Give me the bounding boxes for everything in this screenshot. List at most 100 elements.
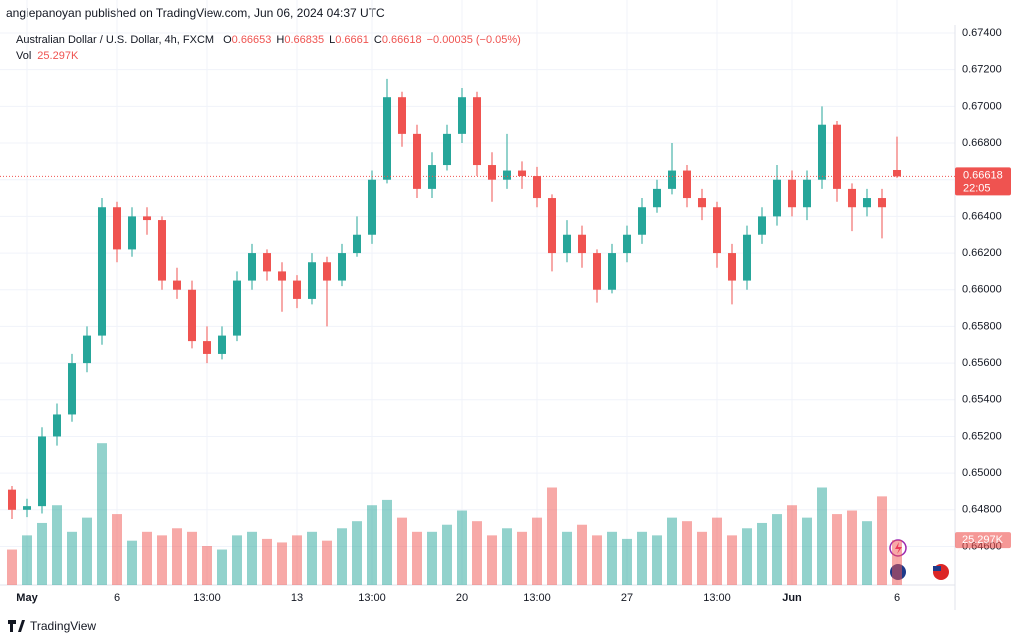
grid bbox=[0, 0, 955, 585]
candle-body bbox=[233, 280, 241, 336]
volume-bar bbox=[292, 535, 302, 585]
candle-body bbox=[788, 179, 796, 208]
volume-tag bbox=[955, 532, 1011, 549]
candle-body bbox=[743, 234, 751, 281]
volume-bar bbox=[22, 535, 32, 585]
candle-body bbox=[488, 165, 496, 180]
volume-tag-label: 25.297K bbox=[962, 534, 1004, 546]
price-tag bbox=[955, 167, 1011, 196]
volume-value: 25.297K bbox=[37, 50, 79, 62]
volume-bar bbox=[187, 531, 197, 585]
x-tick-label: 6 bbox=[894, 592, 900, 604]
candle-body bbox=[368, 179, 376, 235]
byline: angiepanoyan published on TradingView.co… bbox=[6, 6, 385, 20]
volume-bar bbox=[742, 528, 752, 585]
candle-body bbox=[758, 216, 766, 235]
volume-bar bbox=[157, 535, 167, 585]
volume-bar bbox=[7, 549, 17, 585]
ohlc-letter: H bbox=[276, 34, 284, 46]
candle-body bbox=[548, 198, 556, 254]
candle-body bbox=[293, 280, 301, 299]
candle-body bbox=[128, 216, 136, 250]
volume-bar bbox=[172, 528, 182, 585]
volume-bar bbox=[52, 505, 62, 585]
x-tick-label: 13 bbox=[291, 592, 303, 604]
candle-body bbox=[278, 271, 286, 281]
y-tick-label: 0.64800 bbox=[962, 504, 1002, 516]
candle-body bbox=[728, 253, 736, 281]
brand: TradingView bbox=[30, 619, 96, 633]
volume-bar bbox=[787, 505, 797, 585]
x-tick-label: Jun bbox=[782, 592, 802, 604]
volume-bar bbox=[577, 524, 587, 585]
volume-bar bbox=[277, 542, 287, 585]
volume-bar bbox=[727, 535, 737, 585]
volume-bar bbox=[667, 517, 677, 585]
candle-body bbox=[593, 253, 601, 290]
volume-bar bbox=[802, 517, 812, 585]
price-tag-label: 0.66618 bbox=[963, 169, 1003, 181]
candle-body bbox=[413, 133, 421, 189]
ohlc-letter: L bbox=[329, 34, 335, 46]
volume-bar bbox=[127, 540, 137, 585]
candle-body bbox=[38, 436, 46, 507]
volume-bar bbox=[97, 443, 107, 585]
volume-bar bbox=[337, 528, 347, 585]
candle-body bbox=[473, 97, 481, 166]
volume-bar bbox=[532, 517, 542, 585]
volume-bar bbox=[637, 531, 647, 585]
candle-body bbox=[308, 262, 316, 299]
volume-bar bbox=[82, 517, 92, 585]
volume-bar bbox=[652, 535, 662, 585]
volume-bar bbox=[502, 528, 512, 585]
candle-body bbox=[638, 207, 646, 235]
volume-bar bbox=[877, 496, 887, 585]
candle-body bbox=[818, 124, 826, 180]
tv-logo: TradingView bbox=[8, 619, 96, 633]
volume-bar bbox=[112, 514, 122, 585]
candle-body bbox=[398, 97, 406, 134]
volume-bar bbox=[832, 514, 842, 585]
volume-bar bbox=[412, 531, 422, 585]
candle-body bbox=[143, 216, 151, 221]
volume-bar bbox=[307, 531, 317, 585]
volume-bar bbox=[817, 487, 827, 585]
candle-body bbox=[248, 253, 256, 281]
volume-bar bbox=[457, 510, 467, 585]
symbol-name: Australian Dollar / U.S. Dollar, 4h, FXC… bbox=[16, 34, 214, 46]
volume-bar bbox=[622, 538, 632, 585]
volume-bar bbox=[757, 522, 767, 585]
volume-bar bbox=[262, 538, 272, 585]
candle-body bbox=[98, 207, 106, 336]
volume-bar bbox=[37, 522, 47, 585]
candle-body bbox=[218, 335, 226, 354]
volume-bar bbox=[772, 514, 782, 585]
x-tick-label: May bbox=[16, 592, 38, 604]
candle-body bbox=[383, 97, 391, 180]
volume-bar bbox=[352, 521, 362, 585]
x-tick-label: 20 bbox=[456, 592, 468, 604]
x-tick-label: 6 bbox=[114, 592, 120, 604]
candle-body bbox=[848, 188, 856, 208]
volume-bar bbox=[892, 540, 902, 585]
candle-body bbox=[833, 124, 841, 189]
candle-body bbox=[623, 234, 631, 254]
y-tick-label: 0.65800 bbox=[962, 320, 1002, 332]
volume-bars bbox=[7, 443, 902, 585]
volume-bar bbox=[397, 517, 407, 585]
ohlc-value: 0.66653 bbox=[232, 34, 272, 46]
x-tick-label: 13:00 bbox=[523, 592, 551, 604]
volume-bar bbox=[847, 510, 857, 585]
candle-body bbox=[803, 179, 811, 208]
candle-body bbox=[428, 165, 436, 189]
y-tick-label: 0.67400 bbox=[962, 27, 1002, 39]
candle-body bbox=[458, 97, 466, 134]
candle-body bbox=[503, 170, 511, 180]
candle-body bbox=[608, 253, 616, 290]
candle-body bbox=[578, 234, 586, 254]
y-tick-label: 0.65000 bbox=[962, 467, 1002, 479]
candle-body bbox=[863, 198, 871, 208]
ohlc-letter: O bbox=[223, 34, 232, 46]
y-tick-label: 0.66200 bbox=[962, 247, 1002, 259]
